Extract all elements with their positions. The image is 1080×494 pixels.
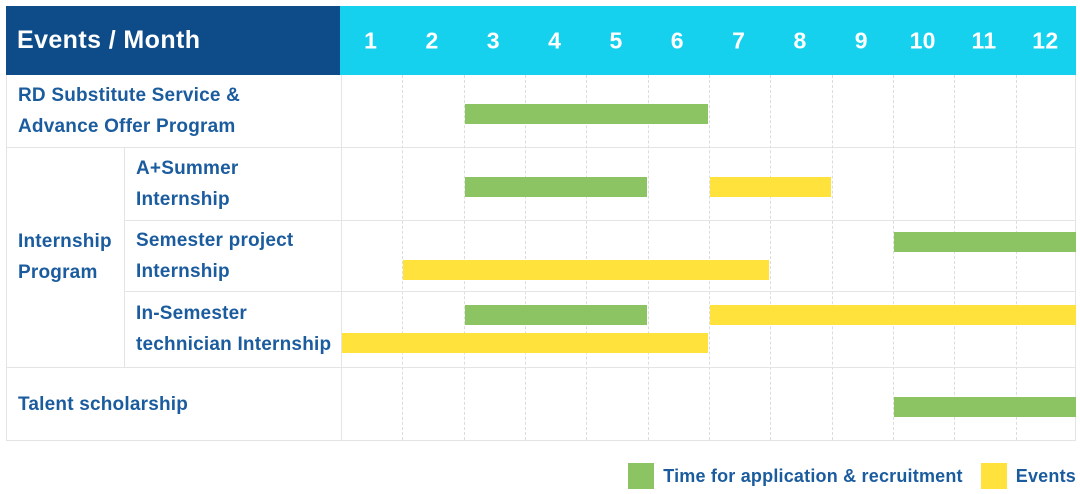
gantt-bar-application-m3-m5 [464,305,647,325]
gantt-body: Internship Program RD Substitute Service &… [6,75,1076,441]
month-grid-line [586,75,588,440]
row-label-line: Talent scholarship [18,393,189,415]
legend-swatch-application [628,463,655,489]
month-label-5: 5 [609,27,623,53]
month-label-12: 12 [1032,27,1059,53]
month-grid-line [647,75,649,440]
left-column-divider [341,75,342,440]
month-grid-line [463,75,465,440]
row-label-line: Internship [136,188,230,210]
month-grid-line [770,75,772,440]
legend-label-events: Events [1015,465,1076,486]
gantt-bar-event-m7-m12 [710,305,1076,325]
row-label-line: In-Semester [136,303,247,324]
row-label: In-Semester technician Internship [125,291,341,367]
month-grid-line [954,75,956,440]
row-separator [7,147,1075,148]
gantt-bar-application-m10-m12 [894,232,1076,252]
gantt-bar-event-m7-m8 [710,177,831,197]
month-grid-line [525,75,526,440]
gantt-bar-application-m3-m6 [464,104,708,124]
row-label-line: Advance Offer Program [18,116,236,137]
month-label-8: 8 [793,27,807,53]
month-label-11: 11 [971,27,997,53]
row-label-line: A+Summer [136,157,239,179]
legend-label-application: Time for application & recruitment [663,465,963,486]
month-label-1: 1 [364,27,378,53]
header-title: Events / Month [17,26,201,54]
month-grid-line [709,75,710,440]
row-label: Talent scholarship [7,367,341,441]
month-label-6: 6 [670,27,684,53]
month-label-9: 9 [854,27,868,53]
gantt-bar-application-m3-m5 [464,177,647,197]
row-separator [125,291,1075,292]
month-label-2: 2 [425,27,439,53]
month-grid-line [402,75,404,440]
row-separator [125,220,1075,221]
row-label: A+Summer Internship [125,147,341,220]
row-label: Semester project Internship [125,220,341,291]
row-label-line: Semester project [136,229,294,251]
row-label: RD Substitute Service & Advance Offer Pro… [7,75,341,147]
header-events-month-cell: Events / Month [6,6,340,75]
month-header-row: 1 2 3 4 5 6 7 8 9 10 11 12 [340,6,1076,75]
legend: Time for application & recruitment Event… [628,458,1076,494]
row-label-line: RD Substitute Service & [18,85,241,106]
month-label-3: 3 [486,27,500,53]
row-label-line: technician Internship [136,334,332,355]
row-label-line: Internship [136,260,230,282]
legend-swatch-events [980,463,1007,489]
row-separator [7,367,1075,368]
month-label-7: 7 [732,27,746,53]
group-label-line: Program [18,262,98,283]
group-label-internship-program: Internship Program [7,147,125,367]
month-grid-line [1015,75,1017,440]
group-label-line: Internship [18,231,112,252]
month-grid-line [831,75,833,440]
month-label-4: 4 [548,27,562,53]
month-grid-line [893,75,894,440]
gantt-bar-application-m10-m12 [894,397,1076,417]
gantt-bar-event-m2-m7 [403,260,770,280]
month-label-10: 10 [909,27,936,53]
gantt-bar-event-m1-m6 [342,333,708,353]
